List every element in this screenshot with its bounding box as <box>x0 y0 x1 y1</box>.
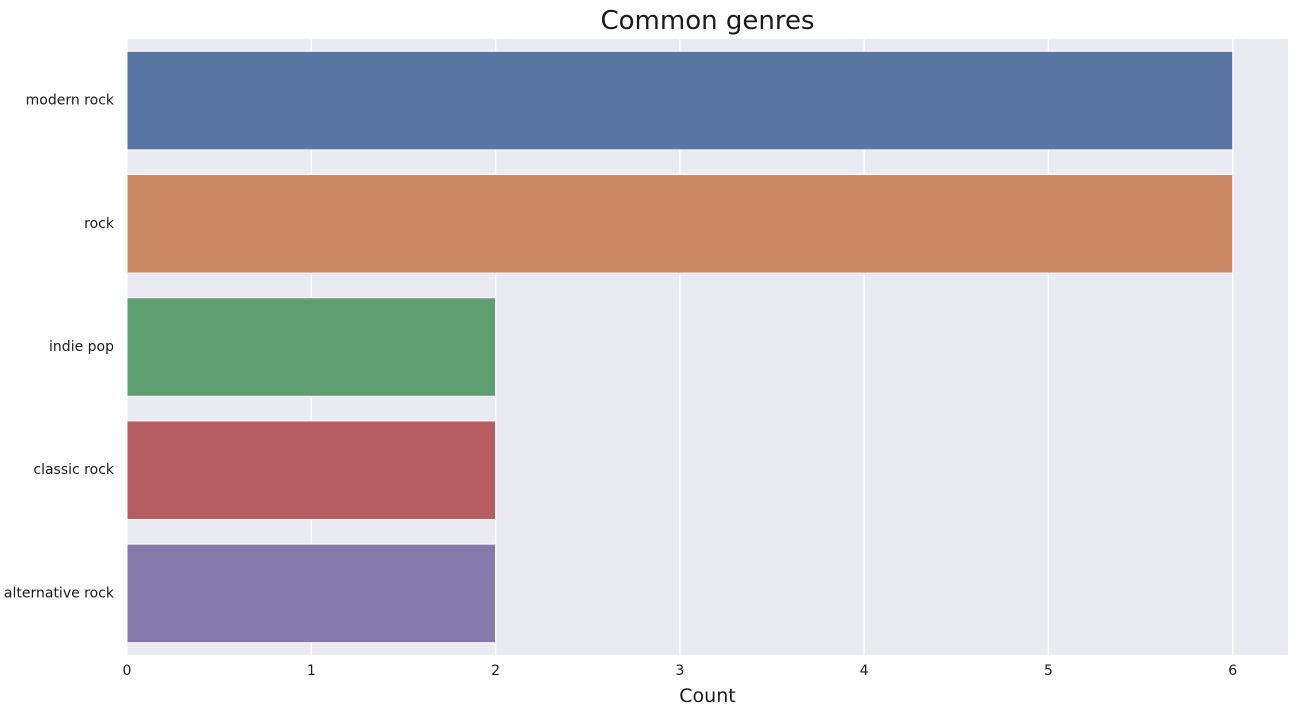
x-tick-label: 6 <box>1228 663 1237 679</box>
bar-rock <box>126 174 1234 274</box>
x-axis-label: Count <box>679 685 735 707</box>
x-tick-label: 0 <box>123 663 132 679</box>
y-tick-label: rock <box>84 216 115 232</box>
y-tick-label: alternative rock <box>4 585 115 601</box>
x-tick-label: 3 <box>675 663 684 679</box>
x-tick-label: 4 <box>860 663 869 679</box>
bar-classic-rock <box>126 420 497 520</box>
bar-indie-pop <box>126 297 497 397</box>
y-tick-label: indie pop <box>49 339 114 355</box>
x-tick-label: 5 <box>1044 663 1053 679</box>
y-tick-labels: modern rock rock indie pop classic rock alte… <box>4 93 115 602</box>
bar-alternative-rock <box>126 543 497 644</box>
bar-modern-rock <box>126 50 1234 151</box>
x-tick-labels: 0 1 2 3 4 5 6 <box>123 663 1238 679</box>
x-tick-label: 2 <box>491 663 500 679</box>
x-tick-label: 1 <box>307 663 316 679</box>
y-tick-label: classic rock <box>33 462 115 478</box>
bars <box>126 50 1234 644</box>
chart-title: Common genres <box>600 6 814 36</box>
y-tick-label: modern rock <box>26 93 115 109</box>
